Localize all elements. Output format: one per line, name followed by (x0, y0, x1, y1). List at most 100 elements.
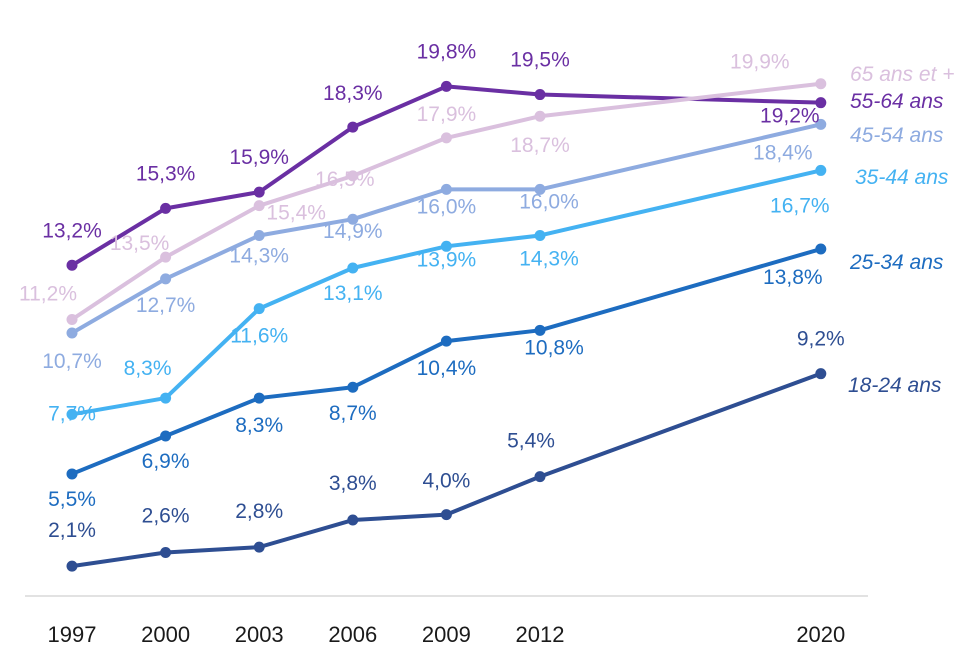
data-point (160, 547, 172, 559)
data-label: 19,8% (417, 40, 477, 63)
data-point (534, 183, 546, 195)
data-label: 4,0% (422, 470, 470, 493)
data-point (440, 335, 452, 347)
data-point (815, 164, 827, 176)
data-point (440, 509, 452, 521)
data-label: 8,7% (329, 402, 377, 425)
data-label: 14,9% (323, 220, 383, 243)
data-point (534, 110, 546, 122)
data-point (347, 262, 359, 274)
data-point (347, 381, 359, 393)
x-tick-label: 2006 (328, 622, 377, 647)
data-point (66, 560, 78, 572)
data-point (815, 118, 827, 130)
data-label: 16,5% (315, 168, 375, 191)
data-label: 3,8% (329, 472, 377, 495)
legend-label: 25-34 ans (849, 251, 944, 274)
data-label: 13,2% (42, 219, 102, 242)
data-label: 9,2% (797, 328, 845, 351)
data-point (253, 186, 265, 198)
data-label: 15,4% (266, 202, 326, 225)
data-point (534, 324, 546, 336)
x-tick-label: 2020 (796, 622, 845, 647)
data-label: 11,2% (19, 282, 77, 305)
data-label: 19,5% (510, 49, 570, 72)
data-point (815, 368, 827, 380)
data-point (160, 392, 172, 404)
data-label: 11,6% (230, 325, 288, 348)
legend-label: 45-54 ans (850, 124, 944, 147)
data-point (66, 313, 78, 325)
data-label: 2,6% (142, 505, 190, 528)
x-tick-label: 2009 (422, 622, 471, 647)
data-point (160, 251, 172, 263)
x-tick-label: 2012 (516, 622, 565, 647)
data-label: 7,7% (48, 402, 96, 425)
legend-label: 18-24 ans (848, 374, 942, 397)
data-point (440, 183, 452, 195)
data-point (534, 471, 546, 483)
data-label: 17,9% (417, 103, 477, 126)
series-18-24-ans (66, 368, 827, 572)
data-label: 13,5% (110, 232, 170, 255)
data-label: 18,3% (323, 82, 383, 105)
data-point (347, 121, 359, 133)
data-point (253, 200, 265, 212)
data-point (160, 273, 172, 285)
data-label: 10,4% (417, 357, 477, 380)
data-label: 19,9% (730, 51, 790, 74)
series-25-34-ans (66, 243, 827, 480)
data-point (66, 408, 78, 420)
data-point (160, 430, 172, 442)
data-point (253, 303, 265, 315)
legend-label: 55-64 ans (850, 90, 944, 113)
data-label: 2,8% (235, 500, 283, 523)
data-label: 18,7% (510, 134, 570, 157)
data-label: 8,3% (124, 357, 172, 380)
data-point (253, 541, 265, 553)
data-label: 6,9% (142, 450, 190, 473)
data-label: 13,8% (763, 266, 823, 289)
data-point (815, 78, 827, 90)
legend-label: 65 ans et + (850, 63, 955, 86)
data-point (253, 392, 265, 404)
legend-label: 35-44 ans (855, 166, 949, 189)
series-45-54-ans (66, 118, 827, 339)
data-point (815, 243, 827, 255)
data-label: 13,1% (323, 282, 383, 305)
x-tick-label: 2003 (235, 622, 284, 647)
series-65-ans-et- (66, 78, 827, 325)
data-point (815, 97, 827, 109)
data-point (440, 240, 452, 252)
data-point (160, 202, 172, 214)
series-55-64-ans (66, 80, 827, 271)
data-point (347, 170, 359, 182)
data-point (534, 89, 546, 101)
series-35-44-ans (66, 164, 827, 420)
data-label: 2,1% (48, 519, 96, 542)
data-point (253, 229, 265, 241)
data-label: 13,9% (417, 248, 477, 271)
data-label: 19,2% (760, 105, 820, 128)
data-label: 16,7% (770, 194, 830, 217)
data-label: 10,7% (42, 350, 102, 373)
data-label: 5,5% (48, 488, 96, 511)
x-tick-label: 2000 (141, 622, 190, 647)
data-label: 14,3% (229, 244, 289, 267)
data-label: 8,3% (235, 414, 283, 437)
data-label: 16,0% (417, 195, 477, 218)
data-label: 15,3% (136, 162, 196, 185)
data-label: 14,3% (519, 247, 579, 270)
data-label: 5,4% (507, 430, 555, 453)
data-point (347, 213, 359, 225)
data-label: 12,7% (136, 294, 196, 317)
x-tick-label: 1997 (48, 622, 97, 647)
data-point (440, 80, 452, 92)
data-label: 16,0% (519, 190, 579, 213)
data-point (347, 514, 359, 526)
data-point (534, 229, 546, 241)
data-point (66, 327, 78, 339)
data-point (66, 259, 78, 271)
data-label: 10,8% (524, 336, 584, 359)
